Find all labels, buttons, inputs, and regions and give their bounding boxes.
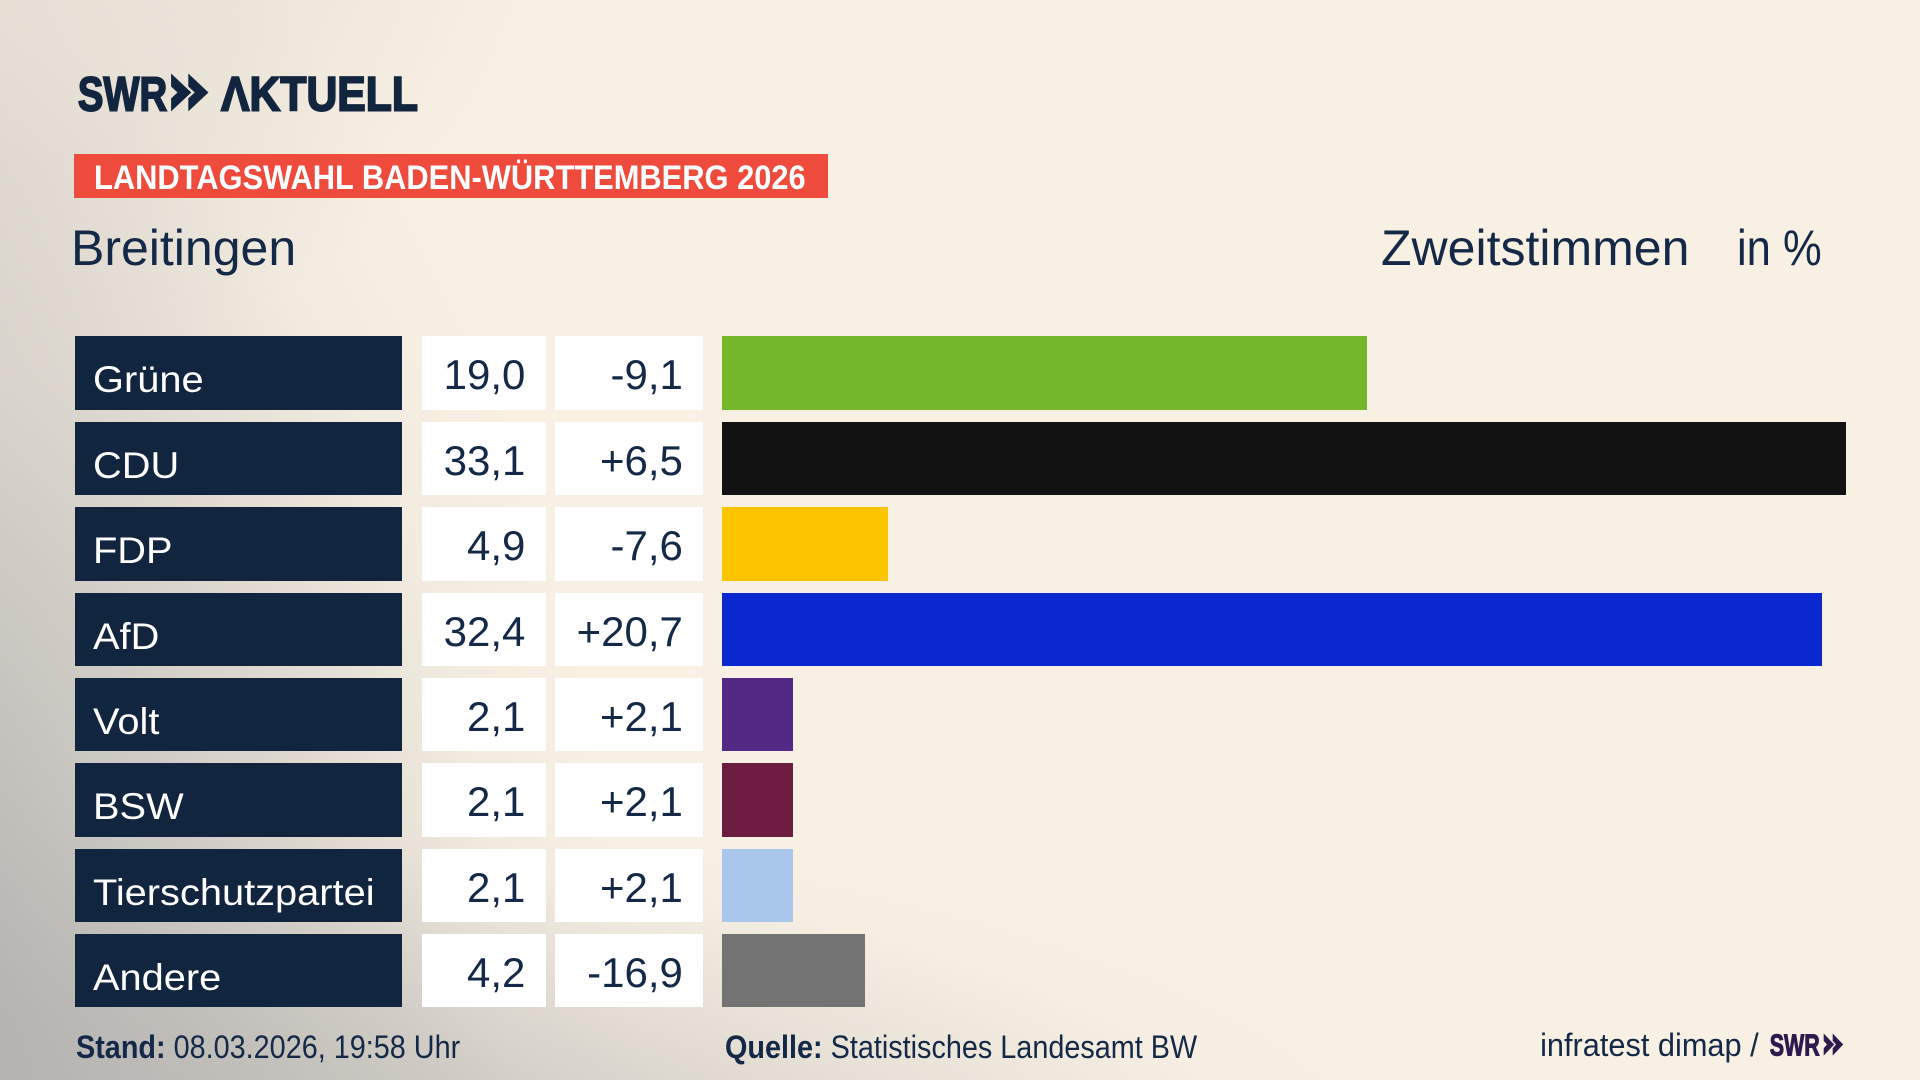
svg-text:SWR: SWR [78,67,167,121]
svg-text:SWR: SWR [1770,1030,1820,1063]
svg-text:ΛKTUELL: ΛKTUELL [221,67,418,121]
